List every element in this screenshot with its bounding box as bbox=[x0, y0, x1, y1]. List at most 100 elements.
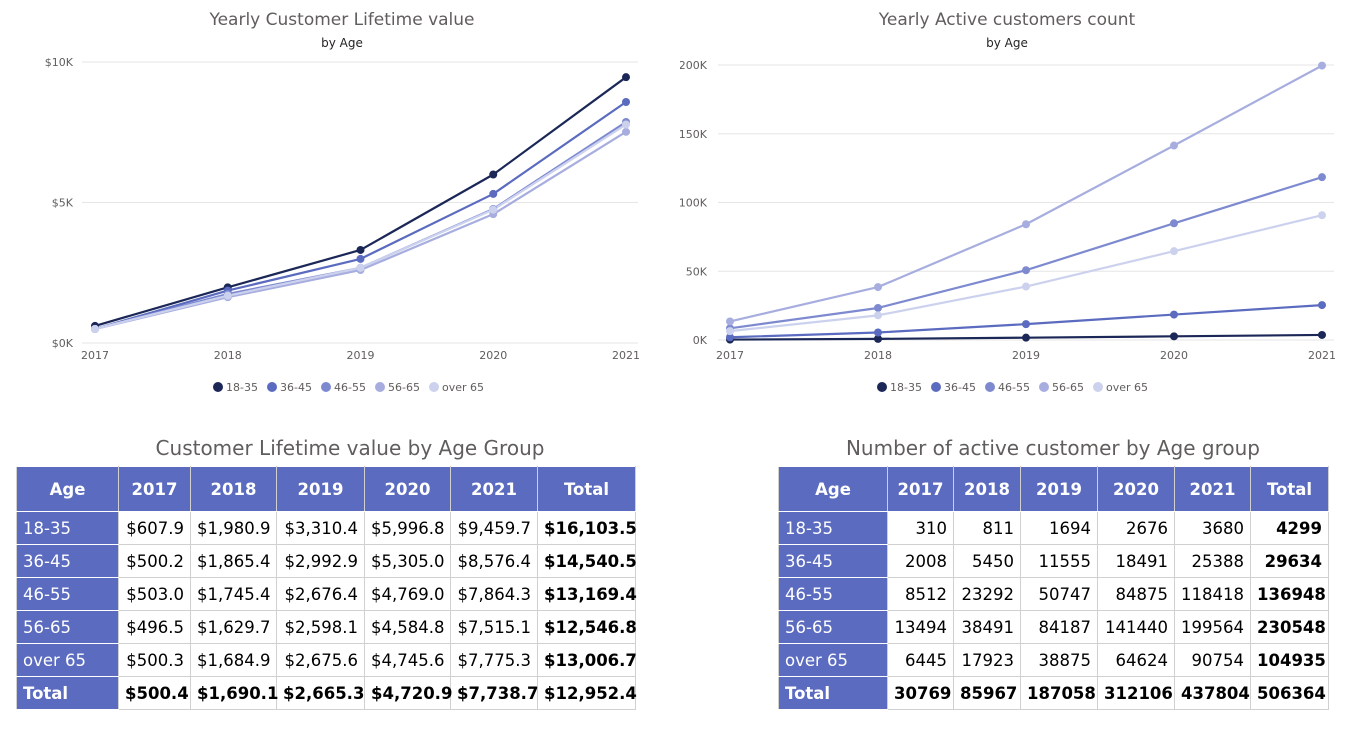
value-cell: $500.4 bbox=[118, 676, 191, 710]
value-cell: 118418 bbox=[1174, 577, 1251, 611]
row-total-cell: 29634 bbox=[1250, 544, 1329, 578]
customers-data-point bbox=[1318, 330, 1326, 339]
value-cell: 312106 bbox=[1097, 676, 1175, 710]
value-cell: $9,459.7 bbox=[450, 511, 538, 545]
customers-y-tick-label: 200K bbox=[680, 59, 708, 72]
customers-chart-subtitle: by Age bbox=[986, 36, 1028, 50]
customers-data-point bbox=[874, 328, 882, 337]
clv-legend-label: 46-55 bbox=[334, 381, 366, 394]
clv-y-tick-label: $0K bbox=[52, 337, 74, 350]
row-total-cell: $12,952.4 bbox=[537, 676, 637, 710]
column-header: Total bbox=[537, 466, 636, 512]
value-cell: $496.5 bbox=[118, 610, 191, 644]
customers-data-point bbox=[1318, 173, 1326, 182]
customers-data-point bbox=[1022, 282, 1030, 291]
value-cell: 3680 bbox=[1174, 511, 1251, 545]
customers-x-tick-label: 2018 bbox=[864, 349, 892, 362]
customers-table: Age 2017 2018 2019 2020 2021 Total 18-35 310 811… bbox=[778, 466, 1329, 710]
clv-x-tick-label: 2017 bbox=[81, 349, 109, 362]
row-header-cell: Total bbox=[778, 676, 888, 710]
row-header-cell: 18-35 bbox=[778, 511, 888, 545]
value-cell: $1,865.4 bbox=[190, 544, 277, 578]
clv-legend-marker bbox=[267, 382, 277, 392]
customers-series-line-46-55 bbox=[729, 176, 1323, 330]
value-cell: 85967 bbox=[953, 676, 1021, 710]
customers-legend-marker bbox=[985, 382, 995, 392]
table-row: 46-55 $503.0 $1,745.4 $2,676.4 $4,769.0 $7,86… bbox=[16, 577, 637, 611]
value-cell: 437804 bbox=[1174, 676, 1251, 710]
customers-legend-marker bbox=[877, 382, 887, 392]
column-header: 2017 bbox=[118, 466, 191, 512]
clv-legend-marker bbox=[321, 382, 331, 392]
clv-legend-label: 56-65 bbox=[388, 381, 420, 394]
customers-legend-label: over 65 bbox=[1106, 381, 1148, 394]
customers-data-point bbox=[874, 303, 882, 312]
clv-x-tick-label: 2019 bbox=[347, 349, 375, 362]
customers-data-point bbox=[1318, 301, 1326, 310]
customers-data-point bbox=[1170, 219, 1178, 228]
value-cell: 30769 bbox=[887, 676, 954, 710]
clv-table-title: Customer Lifetime value by Age Group bbox=[155, 436, 545, 460]
value-cell: 84187 bbox=[1020, 610, 1098, 644]
table-header-row: Age 2017 2018 2019 2020 2021 Total bbox=[778, 466, 1329, 512]
value-cell: $2,675.6 bbox=[276, 643, 365, 677]
customers-legend-marker bbox=[931, 382, 941, 392]
value-cell: 811 bbox=[953, 511, 1021, 545]
value-cell: $5,305.0 bbox=[364, 544, 451, 578]
customers-data-point bbox=[1022, 220, 1030, 229]
value-cell: $2,598.1 bbox=[276, 610, 365, 644]
clv-y-tick-label: $5K bbox=[52, 197, 74, 210]
value-cell: 8512 bbox=[887, 577, 954, 611]
value-cell: 38491 bbox=[953, 610, 1021, 644]
clv-chart-title: Yearly Customer Lifetime value bbox=[209, 10, 475, 30]
value-cell: 13494 bbox=[887, 610, 954, 644]
customers-data-point bbox=[726, 327, 734, 336]
value-cell: $4,584.8 bbox=[364, 610, 451, 644]
column-header: 2019 bbox=[1020, 466, 1098, 512]
value-cell: $5,996.8 bbox=[364, 511, 451, 545]
value-cell: $607.9 bbox=[118, 511, 191, 545]
value-cell: 90754 bbox=[1174, 643, 1251, 677]
customers-x-tick-label: 2019 bbox=[1012, 349, 1040, 362]
clv-x-tick-label: 2020 bbox=[479, 349, 507, 362]
value-cell: $3,310.4 bbox=[276, 511, 365, 545]
customers-x-tick-label: 2020 bbox=[1160, 349, 1188, 362]
clv-legend-marker bbox=[429, 382, 439, 392]
clv-line-chart: $0K $5K $10K 2017 2018 2019 2020 2021 18-35 36-45… bbox=[45, 56, 640, 394]
value-cell: 11555 bbox=[1020, 544, 1098, 578]
value-cell: $4,769.0 bbox=[364, 577, 451, 611]
total-row: Total 30769 85967 187058 312106 437804 506364 bbox=[778, 676, 1329, 710]
table-row: over 65 6445 17923 38875 64624 90754 104935 bbox=[778, 643, 1329, 677]
customers-data-point bbox=[1022, 333, 1030, 342]
clv-legend-label: over 65 bbox=[442, 381, 484, 394]
value-cell: 50747 bbox=[1020, 577, 1098, 611]
value-cell: $7,738.7 bbox=[450, 676, 538, 710]
row-header-cell: 36-45 bbox=[16, 544, 119, 578]
customers-legend-marker bbox=[1039, 382, 1049, 392]
value-cell: 25388 bbox=[1174, 544, 1251, 578]
row-total-cell: $12,546.8 bbox=[537, 610, 637, 644]
table-row: 56-65 $496.5 $1,629.7 $2,598.1 $4,584.8 $7,51… bbox=[16, 610, 637, 644]
customers-x-tick-label: 2017 bbox=[716, 349, 744, 362]
row-total-cell: $16,103.5 bbox=[537, 511, 637, 545]
clv-series-line-46-55 bbox=[94, 121, 627, 330]
value-cell: $500.3 bbox=[118, 643, 191, 677]
row-total-cell: $13,169.4 bbox=[537, 577, 637, 611]
row-total-cell: 506364 bbox=[1250, 676, 1329, 710]
clv-legend-label: 18-35 bbox=[226, 381, 258, 394]
customers-x-tick-label: 2021 bbox=[1308, 349, 1336, 362]
row-header-cell: over 65 bbox=[16, 643, 119, 677]
table-row: 46-55 8512 23292 50747 84875 118418 136948 bbox=[778, 577, 1329, 611]
row-header-cell: 18-35 bbox=[16, 511, 119, 545]
customers-data-point bbox=[1318, 211, 1326, 220]
customers-data-point bbox=[726, 333, 734, 342]
customers-data-point bbox=[874, 283, 882, 292]
value-cell: $1,629.7 bbox=[190, 610, 277, 644]
value-cell: 199564 bbox=[1174, 610, 1251, 644]
table-row: 56-65 13494 38491 84187 141440 199564 230548 bbox=[778, 610, 1329, 644]
value-cell: 5450 bbox=[953, 544, 1021, 578]
value-cell: $4,745.6 bbox=[364, 643, 451, 677]
table-row: 18-35 $607.9 $1,980.9 $3,310.4 $5,996.8 $9,45… bbox=[16, 511, 637, 545]
value-cell: 1694 bbox=[1020, 511, 1098, 545]
clv-data-point bbox=[489, 170, 498, 179]
